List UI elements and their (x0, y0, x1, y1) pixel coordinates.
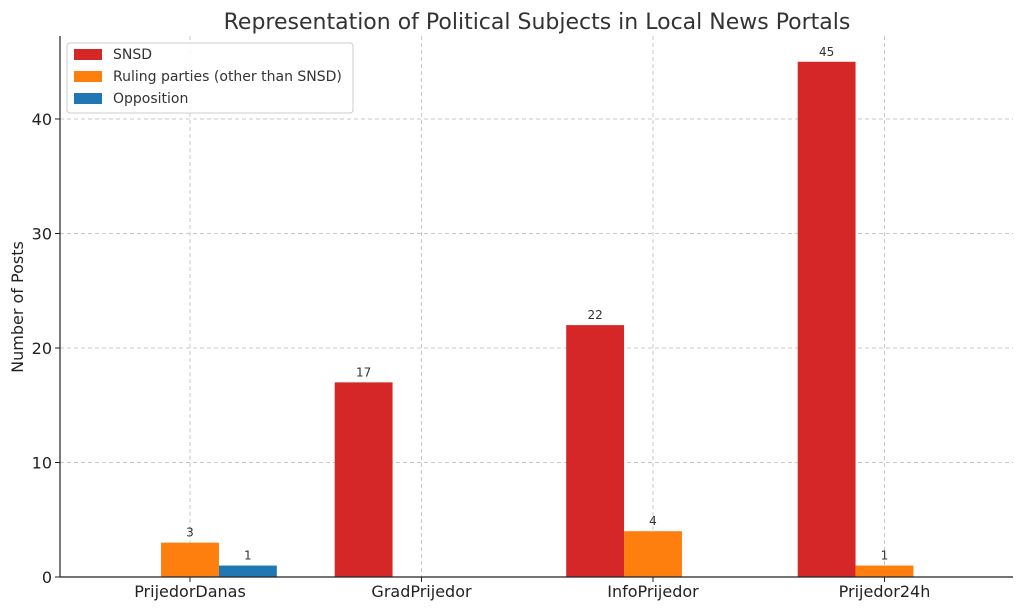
data-label: 4 (649, 514, 657, 528)
bar (855, 565, 914, 577)
y-tick-label: 30 (32, 225, 52, 244)
data-label: 45 (819, 45, 834, 59)
legend-label: Ruling parties (other than SNSD) (113, 69, 342, 85)
data-label: 17 (356, 365, 371, 379)
x-tick-label: InfoPrijedor (607, 582, 699, 601)
x-tick-label: GradPrijedor (371, 582, 472, 601)
axes (59, 36, 1013, 578)
y-tick-label: 20 (32, 339, 52, 358)
data-labels: 17 22 45 3 4 1 1 (186, 45, 888, 563)
data-label: 1 (881, 549, 889, 563)
bars (161, 61, 914, 578)
y-axis-label: Number of Posts (8, 241, 27, 373)
bar (218, 565, 277, 577)
bar (797, 61, 856, 578)
legend-swatch (74, 71, 102, 82)
bar (566, 325, 625, 577)
legend: SNSD Ruling parties (other than SNSD) Oppo… (66, 42, 354, 114)
bar (624, 531, 682, 577)
ticks: 0 10 20 30 40 PrijedorDanas GradPrijedor InfoPr… (32, 110, 931, 601)
legend-label: SNSD (113, 47, 152, 63)
legend-swatch (74, 49, 102, 60)
y-tick-label: 10 (32, 454, 52, 473)
bar (161, 542, 219, 577)
y-tick-label: 0 (42, 568, 52, 587)
data-label: 22 (587, 308, 602, 322)
chart-title: Representation of Political Subjects in … (224, 10, 851, 35)
data-label: 1 (244, 549, 252, 563)
bar (334, 382, 393, 577)
grid (60, 36, 1013, 577)
legend-label: Opposition (113, 91, 188, 107)
legend-frame (66, 42, 354, 114)
y-tick-label: 40 (32, 110, 52, 129)
legend-swatch (74, 93, 102, 104)
data-label: 3 (186, 526, 194, 540)
x-tick-label: Prijedor24h (839, 582, 931, 601)
x-tick-label: PrijedorDanas (134, 582, 246, 601)
